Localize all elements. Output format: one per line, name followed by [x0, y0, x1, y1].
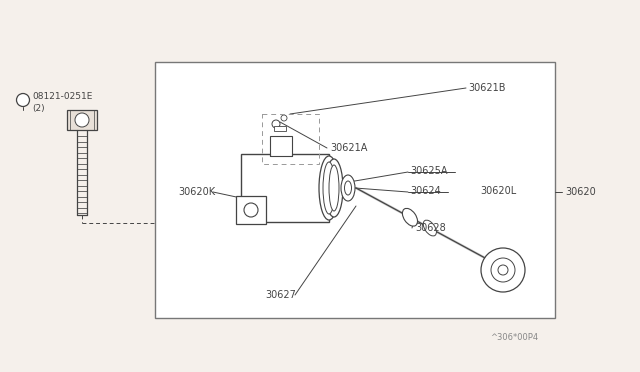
Ellipse shape [341, 175, 355, 201]
Text: 30621A: 30621A [330, 143, 367, 153]
Ellipse shape [403, 208, 417, 226]
Circle shape [272, 120, 280, 128]
Circle shape [491, 258, 515, 282]
Text: B: B [20, 96, 26, 105]
Ellipse shape [325, 159, 343, 217]
Ellipse shape [319, 156, 339, 220]
Text: 08121-0251E: 08121-0251E [32, 92, 92, 100]
Circle shape [281, 115, 287, 121]
Text: 30621B: 30621B [468, 83, 506, 93]
Circle shape [481, 248, 525, 292]
Bar [236, 196, 266, 224]
Ellipse shape [423, 220, 436, 236]
Circle shape [75, 113, 89, 127]
Bar [155, 62, 555, 318]
Bar [274, 126, 286, 131]
Bar [241, 154, 329, 222]
Text: 30627: 30627 [265, 290, 296, 300]
Bar [270, 136, 292, 156]
Circle shape [244, 203, 258, 217]
Text: 30620: 30620 [565, 187, 596, 197]
Text: ^306*00P4: ^306*00P4 [490, 334, 538, 343]
Ellipse shape [323, 162, 335, 214]
Circle shape [498, 265, 508, 275]
Ellipse shape [344, 181, 351, 195]
Text: (2): (2) [32, 103, 45, 112]
Text: 30620K: 30620K [178, 187, 215, 197]
Ellipse shape [329, 165, 339, 211]
Bar [67, 110, 97, 130]
Text: 30628: 30628 [415, 223, 445, 233]
Text: 30625A: 30625A [410, 166, 447, 176]
Text: 30624: 30624 [410, 186, 441, 196]
Circle shape [17, 93, 29, 106]
Bar [262, 114, 319, 164]
Text: 30620L: 30620L [480, 186, 516, 196]
